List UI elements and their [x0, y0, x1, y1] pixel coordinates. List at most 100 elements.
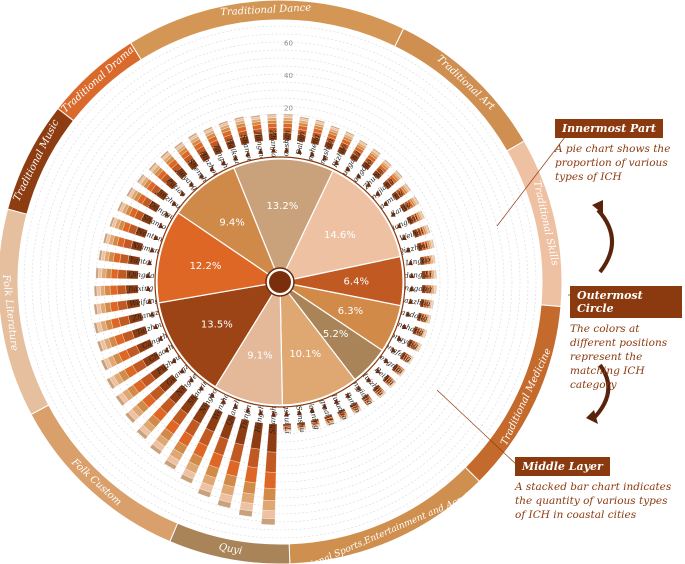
bar-segment-zhoushan [283, 113, 294, 117]
city-icon [383, 200, 389, 206]
bar-segment-taizhou [96, 340, 104, 353]
city-icon [209, 392, 215, 398]
pie-label-3: 6.3% [338, 306, 363, 317]
outer-ring-label-traditional-drama: Traditional Drama [60, 45, 137, 116]
annotation-middle-title: Middle Layer [515, 457, 610, 476]
grid-circle [47, 49, 513, 515]
bar-segment-binzhou [187, 132, 198, 140]
bar-segment-chengmai-li [326, 422, 336, 427]
bar-segment-qingdao [101, 268, 107, 279]
bar-segment-huludao [340, 416, 349, 422]
city-icon [179, 190, 185, 196]
bar-segment-tianjin [225, 459, 241, 477]
arrow-head-up [592, 200, 603, 214]
bar-segment-huizhou [379, 392, 387, 399]
radial-tick-label: 40 [284, 72, 293, 80]
bar-segment-zhanjiang [267, 120, 277, 124]
city-icon [258, 148, 264, 154]
bar-segment-jiaxing [104, 285, 111, 296]
bar-segment-qingdao [117, 269, 127, 279]
city-icon [209, 165, 215, 172]
bar-segment-weihai [426, 224, 431, 234]
city-icon [356, 385, 362, 391]
city-label-lingao: Lingao [404, 255, 432, 268]
bar-segment-shantou [116, 201, 124, 212]
bar-segment-yantai [98, 249, 103, 261]
city-icon [245, 150, 251, 157]
bar-segment-dandong [428, 315, 432, 325]
pie-label-1: 14.6% [324, 230, 356, 241]
bar-segment-zhangzhou [93, 322, 100, 334]
city-icon [405, 246, 411, 253]
center-hole [269, 271, 291, 293]
bar-segment-ningde [136, 428, 149, 440]
city-icon [245, 407, 251, 413]
grid-circle [39, 41, 521, 523]
bar-segment-jiaxing [96, 285, 101, 297]
pie-label-2: 6.4% [344, 276, 369, 287]
city-icon [390, 211, 396, 217]
bar-segment-chaozhou [106, 377, 116, 390]
outer-ring-segment-traditional-drama [57, 42, 142, 122]
outer-ring-label-traditional-music: Traditional Music [12, 118, 62, 203]
bar-segment-wanning [312, 425, 321, 429]
radial-tick-label: 20 [284, 104, 293, 112]
city-icon [149, 246, 155, 253]
city-icon [221, 398, 227, 404]
annotation-middle: Middle Layer A stacked bar chart indicat… [515, 455, 675, 522]
city-icon [408, 259, 414, 266]
pie-label-5: 10.1% [289, 349, 321, 360]
outer-ring-label-folk-custom: Folk Custom [68, 456, 123, 508]
city-icon [333, 159, 339, 166]
city-label-xiamen: Xiamen [131, 240, 161, 256]
radial-tick-label: 60 [284, 39, 293, 47]
city-icon [375, 367, 381, 374]
bar-segment-yangjiang [395, 169, 403, 178]
bar-segment-qinzhou [431, 239, 435, 249]
grid-circle [71, 73, 489, 491]
bar-segment-fuzhou [115, 394, 126, 407]
bar-segment-zhanjiang [267, 123, 277, 129]
city-icon [171, 200, 177, 206]
bar-segment-zhoushan [283, 120, 293, 124]
bar-segment-qingdao [110, 268, 119, 279]
city-icon [158, 335, 164, 341]
bar-segment-jieyang [160, 150, 169, 159]
grid-circle [63, 65, 497, 499]
city-icon [321, 403, 327, 409]
city-icon [283, 410, 289, 417]
city-icon [146, 259, 152, 266]
bar-segment-ningbo [163, 459, 177, 470]
grid-circle [23, 25, 537, 539]
bar-segment-tianjin [229, 442, 245, 463]
city-icon [390, 346, 396, 353]
bar-segment-ledong-li [435, 269, 437, 279]
bar-segment-jiaxing [109, 285, 118, 296]
bar-segment-jiaxing [116, 285, 127, 295]
city-icon [283, 147, 289, 153]
city-icon [145, 285, 151, 291]
annotation-leader-middle [436, 389, 519, 467]
bar-segment-rizhao [345, 130, 355, 137]
annotation-innermost-title: Innermost Part [555, 119, 663, 138]
city-icon [366, 376, 372, 383]
city-icon [408, 298, 414, 304]
pie-slice-5 [279, 280, 356, 406]
bar-segment-qingdao [95, 267, 99, 279]
city-icon [153, 323, 159, 329]
bar-segment-zhoushan [283, 123, 293, 129]
city-label-jiaxing: Jiaxing [126, 283, 154, 293]
pie-label-7: 13.5% [201, 320, 233, 331]
bar-segment-dongguan [126, 186, 134, 197]
city-icon [158, 222, 164, 229]
city-icon [153, 234, 159, 241]
city-icon [375, 190, 381, 196]
bar-segment-putian [148, 162, 157, 171]
city-label-weifang: Weifang [129, 295, 160, 308]
bar-segment-zhanjiang [266, 113, 277, 117]
bar-segment-nantong [109, 216, 116, 228]
bar-segment-dalian [299, 116, 310, 120]
city-icon [345, 165, 351, 172]
